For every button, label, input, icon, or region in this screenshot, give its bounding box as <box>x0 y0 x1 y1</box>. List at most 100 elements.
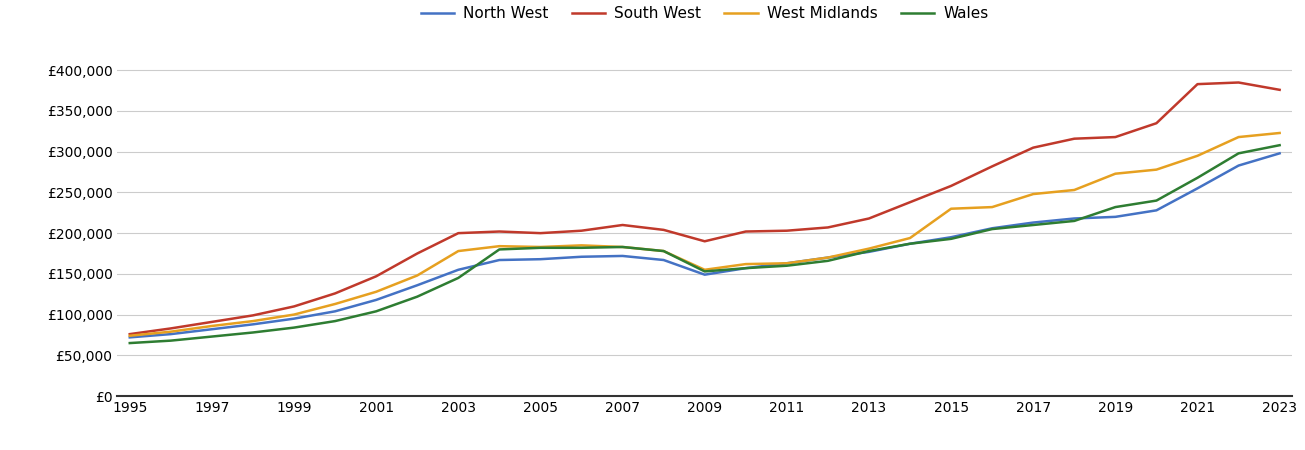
South West <box>779 228 795 234</box>
Line: North West: North West <box>129 153 1280 338</box>
South West <box>1272 87 1288 93</box>
North West <box>1190 186 1206 191</box>
Wales <box>532 245 548 251</box>
West Midlands <box>245 319 261 324</box>
South West <box>861 216 877 221</box>
North West <box>737 266 753 271</box>
Wales <box>492 247 508 252</box>
West Midlands <box>737 261 753 267</box>
South West <box>1148 121 1164 126</box>
South West <box>1231 80 1246 85</box>
North West <box>368 297 384 302</box>
North West <box>820 255 835 260</box>
Wales <box>1108 204 1124 210</box>
South West <box>492 229 508 234</box>
Wales <box>820 258 835 264</box>
North West <box>861 249 877 255</box>
West Midlands <box>204 323 219 328</box>
West Midlands <box>328 302 343 307</box>
West Midlands <box>861 246 877 251</box>
West Midlands <box>450 248 466 254</box>
South West <box>163 326 179 331</box>
North West <box>245 322 261 327</box>
South West <box>410 251 425 256</box>
South West <box>368 274 384 279</box>
Wales <box>163 338 179 343</box>
Wales <box>245 330 261 335</box>
Wales <box>1272 143 1288 148</box>
North West <box>902 241 917 247</box>
South West <box>984 164 1000 169</box>
North West <box>574 254 590 260</box>
North West <box>163 331 179 337</box>
South West <box>737 229 753 234</box>
West Midlands <box>1272 130 1288 136</box>
West Midlands <box>779 261 795 266</box>
West Midlands <box>1190 153 1206 158</box>
North West <box>328 309 343 314</box>
North West <box>492 257 508 263</box>
Wales <box>1190 175 1206 180</box>
Line: Wales: Wales <box>129 145 1280 343</box>
West Midlands <box>1231 135 1246 140</box>
North West <box>615 253 630 259</box>
North West <box>532 256 548 262</box>
Wales <box>984 226 1000 232</box>
West Midlands <box>410 273 425 278</box>
South West <box>328 291 343 296</box>
Legend: North West, South West, West Midlands, Wales: North West, South West, West Midlands, W… <box>415 0 994 27</box>
West Midlands <box>1148 167 1164 172</box>
Wales <box>1066 218 1082 224</box>
South West <box>532 230 548 236</box>
West Midlands <box>1066 187 1082 193</box>
North West <box>697 272 713 277</box>
West Midlands <box>656 248 672 254</box>
North West <box>779 261 795 266</box>
West Midlands <box>121 333 137 338</box>
Wales <box>368 309 384 314</box>
North West <box>121 335 137 340</box>
Wales <box>1148 198 1164 203</box>
South West <box>944 183 959 189</box>
South West <box>1190 81 1206 87</box>
South West <box>820 225 835 230</box>
Wales <box>737 266 753 271</box>
Wales <box>779 263 795 268</box>
Wales <box>1026 222 1041 228</box>
West Midlands <box>492 243 508 249</box>
West Midlands <box>944 206 959 211</box>
Wales <box>697 269 713 274</box>
North West <box>286 316 301 321</box>
West Midlands <box>697 267 713 273</box>
Wales <box>204 334 219 339</box>
West Midlands <box>615 244 630 250</box>
North West <box>1108 214 1124 220</box>
Wales <box>286 325 301 330</box>
South West <box>1066 136 1082 141</box>
South West <box>245 313 261 318</box>
West Midlands <box>532 244 548 250</box>
North West <box>410 283 425 288</box>
Line: West Midlands: West Midlands <box>129 133 1280 336</box>
West Midlands <box>820 255 835 260</box>
West Midlands <box>368 289 384 294</box>
West Midlands <box>984 204 1000 210</box>
Wales <box>450 275 466 281</box>
Wales <box>121 340 137 346</box>
North West <box>204 327 219 332</box>
North West <box>1231 163 1246 168</box>
North West <box>450 267 466 273</box>
South West <box>204 319 219 324</box>
South West <box>656 227 672 233</box>
North West <box>1066 216 1082 221</box>
North West <box>656 257 672 263</box>
Wales <box>574 245 590 251</box>
South West <box>450 230 466 236</box>
Wales <box>944 236 959 242</box>
South West <box>1108 135 1124 140</box>
Wales <box>1231 151 1246 156</box>
North West <box>1026 220 1041 225</box>
North West <box>984 225 1000 231</box>
South West <box>286 304 301 309</box>
North West <box>1272 151 1288 156</box>
